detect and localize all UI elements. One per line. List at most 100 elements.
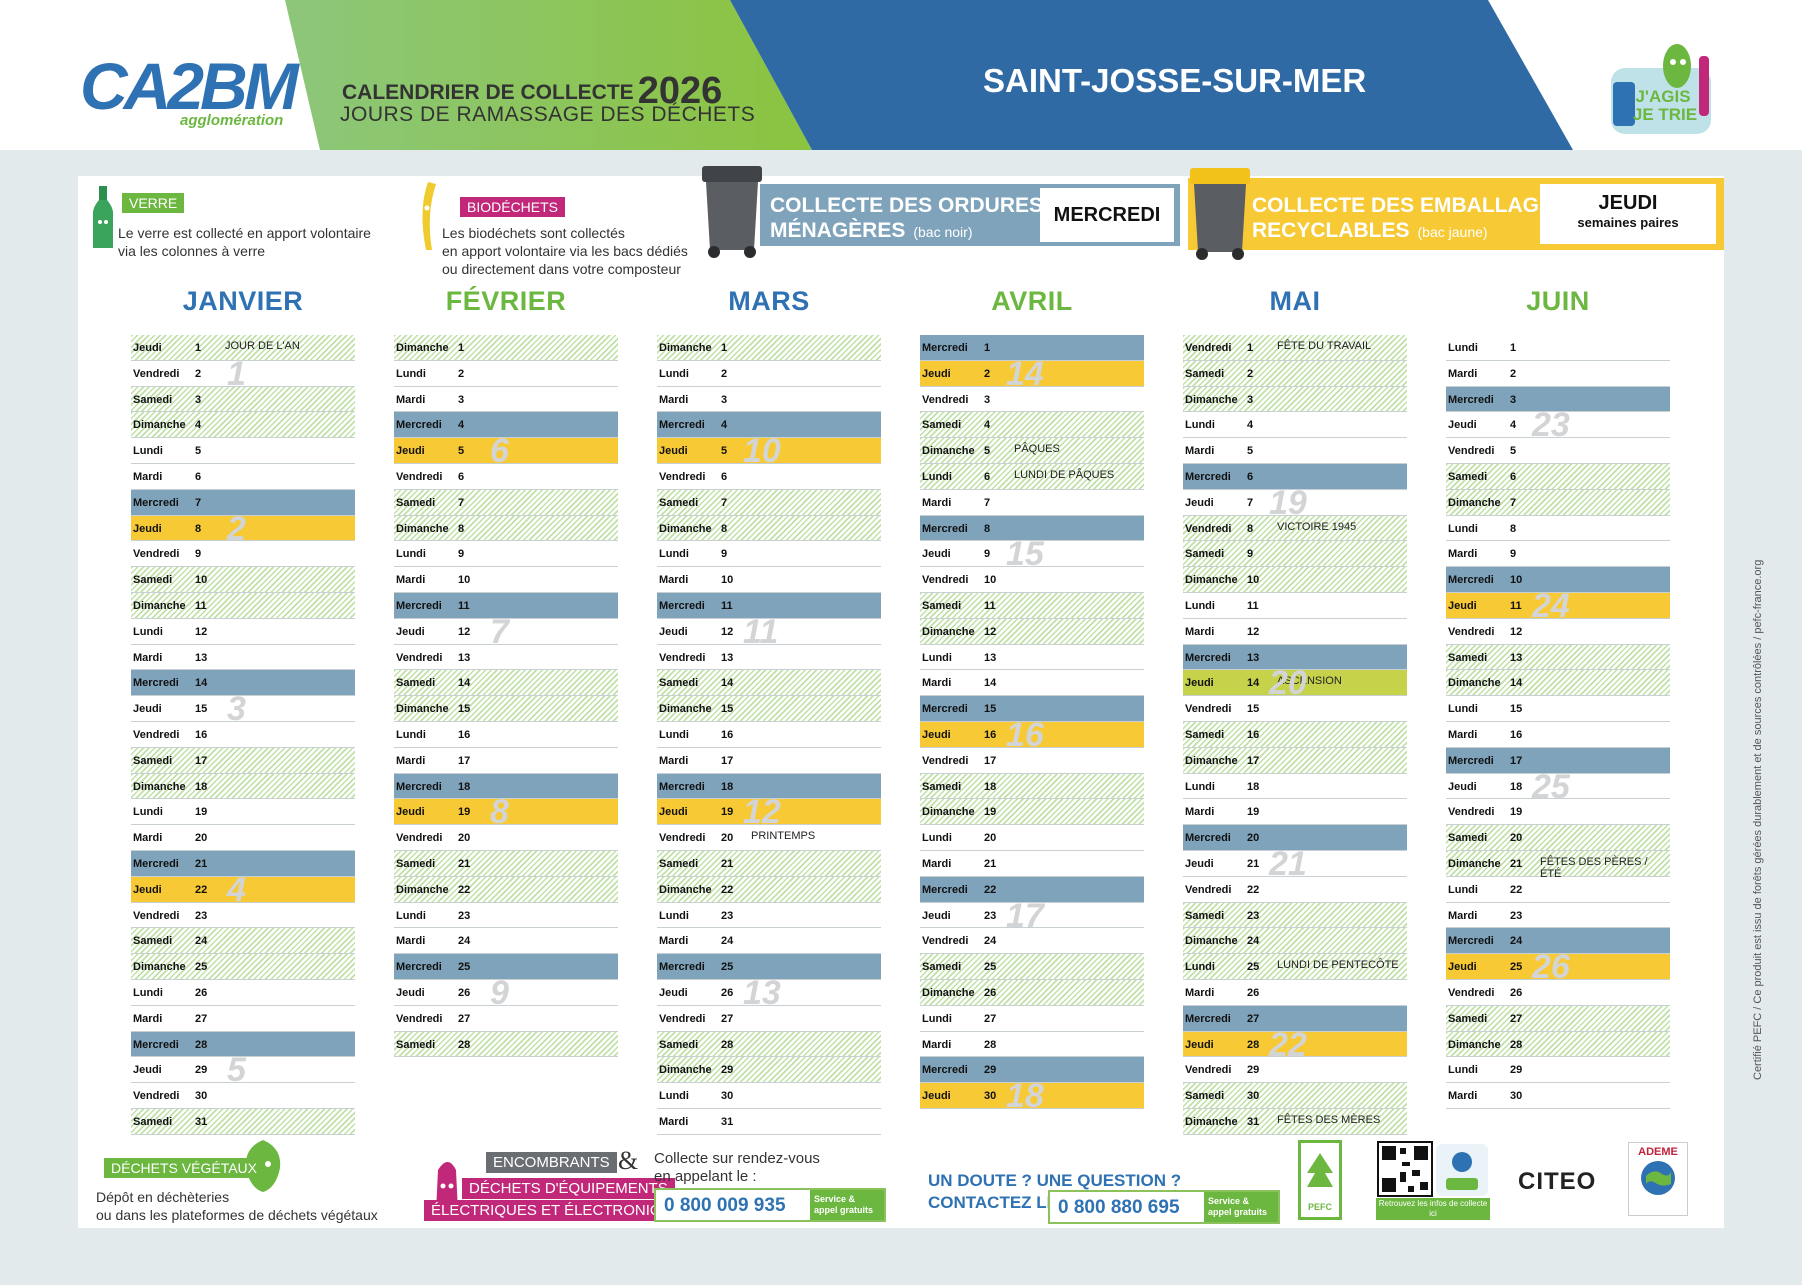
day-name: Mardi xyxy=(1185,806,1215,819)
day-name: Mardi xyxy=(133,651,163,664)
day-number: 15 xyxy=(1510,703,1523,716)
logo-subtitle: agglomération xyxy=(180,112,284,129)
day-name: Lundi xyxy=(922,832,952,845)
day-name: Samedi xyxy=(133,754,173,767)
day-name: Vendredi xyxy=(1448,986,1495,999)
ordures-day: MERCREDI xyxy=(1040,188,1174,242)
day-name: Mardi xyxy=(659,935,689,948)
phone-contact[interactable]: 0 800 880 695 Service & appel gratuits xyxy=(1048,1190,1280,1224)
day-number: 28 xyxy=(721,1038,734,1051)
holiday-label: FÊTES DES MÈRES xyxy=(1277,1113,1381,1126)
day-number: 2 xyxy=(458,367,465,380)
day-row: Jeudi 29 xyxy=(131,1057,355,1084)
day-name: Jeudi xyxy=(1185,1038,1214,1051)
day-row: Jeudi 5 xyxy=(657,438,881,464)
day-name: Vendredi xyxy=(133,909,180,922)
day-number: 20 xyxy=(984,832,997,845)
day-name: Dimanche xyxy=(1185,754,1238,767)
day-name: Mercredi xyxy=(659,961,705,974)
holiday-label: VICTOIRE 1945 xyxy=(1277,520,1357,533)
day-number: 14 xyxy=(195,677,208,690)
day-number: 25 xyxy=(1510,961,1523,974)
day-name: Dimanche xyxy=(922,806,975,819)
day-name: Vendredi xyxy=(133,1090,180,1103)
holiday-label: LUNDI DE PÂQUES xyxy=(1014,468,1115,481)
calendar-year: 2026 xyxy=(637,70,723,112)
day-number: 16 xyxy=(195,728,208,741)
day-number: 15 xyxy=(984,703,997,716)
day-row: Vendredi 15 xyxy=(1183,696,1407,722)
day-name: Dimanche xyxy=(133,961,186,974)
day-row: Samedi 20 xyxy=(1446,825,1670,851)
day-row: Samedi 18 xyxy=(920,773,1144,800)
day-name: Lundi xyxy=(1448,1064,1478,1077)
day-name: Lundi xyxy=(1185,961,1215,974)
qr-caption: Retrouvez les infos de collecte ici xyxy=(1376,1198,1490,1220)
day-row: Vendredi 2 xyxy=(131,361,355,387)
doute-line-2: CONTACTEZ LE xyxy=(928,1193,1059,1212)
day-name: Mardi xyxy=(922,857,952,870)
day-name: Mardi xyxy=(659,393,689,406)
day-number: 12 xyxy=(721,625,734,638)
day-name: Vendredi xyxy=(1448,806,1495,819)
day-row: Vendredi 30 xyxy=(131,1083,355,1109)
month-title: JUIN xyxy=(1526,286,1590,316)
day-number: 19 xyxy=(1247,806,1260,819)
month-days: Mercredi 1 Jeudi 2 Vendredi 3 Samedi 4 Dimanche 5… xyxy=(920,335,1144,1115)
town-name: SAINT-JOSSE-SUR-MER xyxy=(983,62,1367,99)
day-name: Lundi xyxy=(1448,342,1478,354)
day-row: Mardi 31 xyxy=(657,1109,881,1135)
day-name: Mercredi xyxy=(922,883,968,896)
day-row: Dimanche 7 xyxy=(1446,489,1670,516)
day-number: 22 xyxy=(1510,883,1523,896)
day-name: Jeudi xyxy=(1185,496,1214,509)
citeo-logo: CITEO xyxy=(1518,1168,1597,1195)
emballages-day: JEUDI semaines paires xyxy=(1540,184,1716,244)
day-name: Lundi xyxy=(1448,883,1478,896)
day-number: 5 xyxy=(458,445,465,458)
day-number: 4 xyxy=(195,419,202,432)
day-row: Vendredi 27 xyxy=(657,1006,881,1032)
day-number: 17 xyxy=(1510,754,1523,767)
vegetaux-line-2: ou dans les plateformes de déchets végét… xyxy=(96,1207,378,1223)
day-row: Vendredi 19 xyxy=(1446,799,1670,826)
day-row: Mercredi 18 xyxy=(394,773,618,800)
day-number: 23 xyxy=(458,909,471,922)
day-name: Mercredi xyxy=(659,599,705,612)
day-row: Vendredi 22 xyxy=(1183,877,1407,903)
day-row: Mardi 3 xyxy=(657,387,881,413)
day-row: Mercredi 24 xyxy=(1446,928,1670,955)
day-name: Dimanche xyxy=(659,522,712,535)
day-number: 14 xyxy=(1510,677,1523,690)
day-row: Mercredi 11 xyxy=(394,592,618,619)
day-name: Mercredi xyxy=(1185,832,1231,845)
day-name: Mercredi xyxy=(922,342,968,354)
day-name: Lundi xyxy=(133,625,163,638)
day-number: 21 xyxy=(721,857,734,870)
phone-number-2: 0 800 880 695 xyxy=(1058,1197,1180,1218)
day-name: Mercredi xyxy=(1448,935,1494,948)
day-number: 16 xyxy=(458,728,471,741)
day-row: Samedi 9 xyxy=(1183,541,1407,568)
day-number: 15 xyxy=(458,703,471,716)
day-row: Jeudi 7 xyxy=(1183,490,1407,516)
day-number: 3 xyxy=(984,393,991,406)
day-name: Vendredi xyxy=(396,1012,443,1025)
day-row: Lundi 30 xyxy=(657,1083,881,1109)
day-row: Samedi 24 xyxy=(131,928,355,955)
day-number: 28 xyxy=(984,1038,997,1051)
emballages-label: COLLECTE DES EMBALLAGES RECYCLABLES (bac … xyxy=(1252,193,1567,245)
day-name: Lundi xyxy=(659,367,689,380)
day-row: Mardi 14 xyxy=(920,670,1144,697)
day-name: Vendredi xyxy=(922,754,969,767)
day-name: Mardi xyxy=(659,754,689,767)
day-name: Mardi xyxy=(1185,986,1215,999)
day-name: Dimanche xyxy=(1185,393,1238,406)
day-row: Jeudi 1 JOUR DE L'AN xyxy=(131,335,355,361)
day-row: Jeudi 26 xyxy=(394,980,618,1006)
day-row: Samedi 28 xyxy=(657,1031,881,1058)
badge-text-1: J'AGIS xyxy=(1635,87,1690,106)
emballages-line-1: COLLECTE DES EMBALLAGES xyxy=(1252,194,1568,217)
phone-encombrants[interactable]: 0 800 009 935 Service & appel gratuits xyxy=(654,1188,886,1222)
day-row: Mercredi 22 xyxy=(920,876,1144,903)
